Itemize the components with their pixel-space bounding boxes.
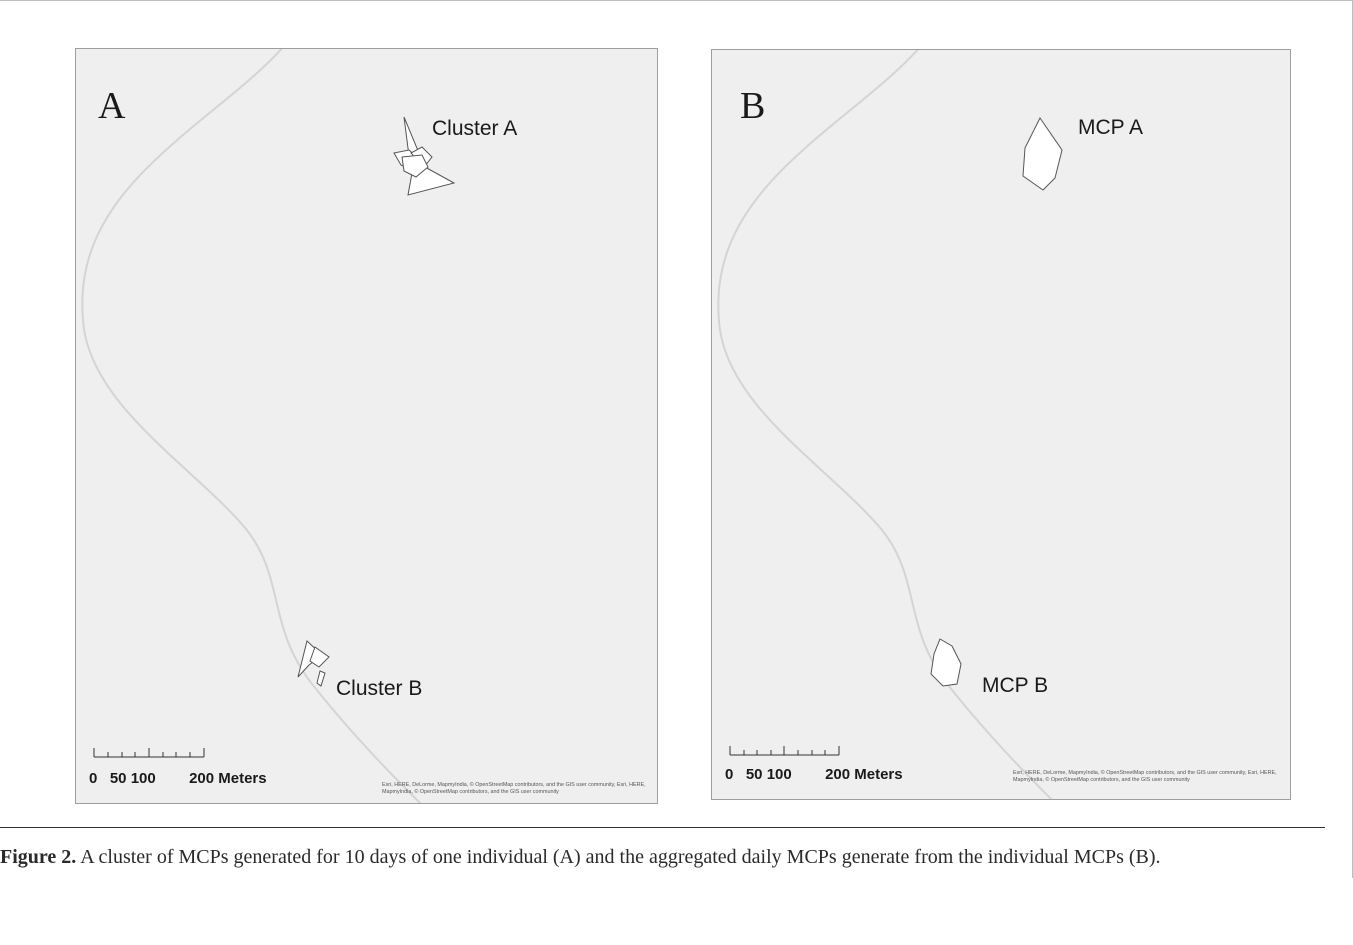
scale-bar [93,748,205,758]
scale-bar-label: 0 50 100 200 Meters [725,766,903,783]
cluster-a-polygons [393,116,456,196]
label-cluster-a: Cluster A [432,117,518,140]
road-line [717,50,1053,799]
map-panel-a: A Cluster A Cluster B 0 50 100 200 Meter… [75,48,658,804]
map-attribution: Esri, HERE, DeLorme, MapmyIndia, © OpenS… [382,782,646,795]
road-line [81,49,422,803]
cluster-b-polygons [297,640,330,687]
caption-divider [0,827,1325,828]
map-attribution: Esri, HERE, DeLorme, MapmyIndia, © OpenS… [1013,770,1277,783]
label-cluster-b: Cluster B [336,677,423,700]
map-a-canvas [81,49,456,803]
map-panel-b: B MCP A MCP B 0 50 100 200 Meters Esri, … [711,49,1291,800]
caption-label: Figure 2. [0,846,77,868]
caption-text: A cluster of MCPs generated for 10 days … [76,846,1161,868]
mcp-a-polygon [1022,117,1063,191]
map-b-canvas [717,50,1063,799]
scale-bar-label: 0 50 100 200 Meters [89,770,267,787]
mcp-b-polygon [930,638,962,687]
scale-bar [729,746,840,756]
panel-letter-a: A [98,85,126,127]
label-mcp-a: MCP A [1078,116,1143,139]
figure-caption: Figure 2. A cluster of MCPs generated fo… [0,844,1320,871]
label-mcp-b: MCP B [982,674,1049,697]
panel-letter-b: B [740,85,766,127]
